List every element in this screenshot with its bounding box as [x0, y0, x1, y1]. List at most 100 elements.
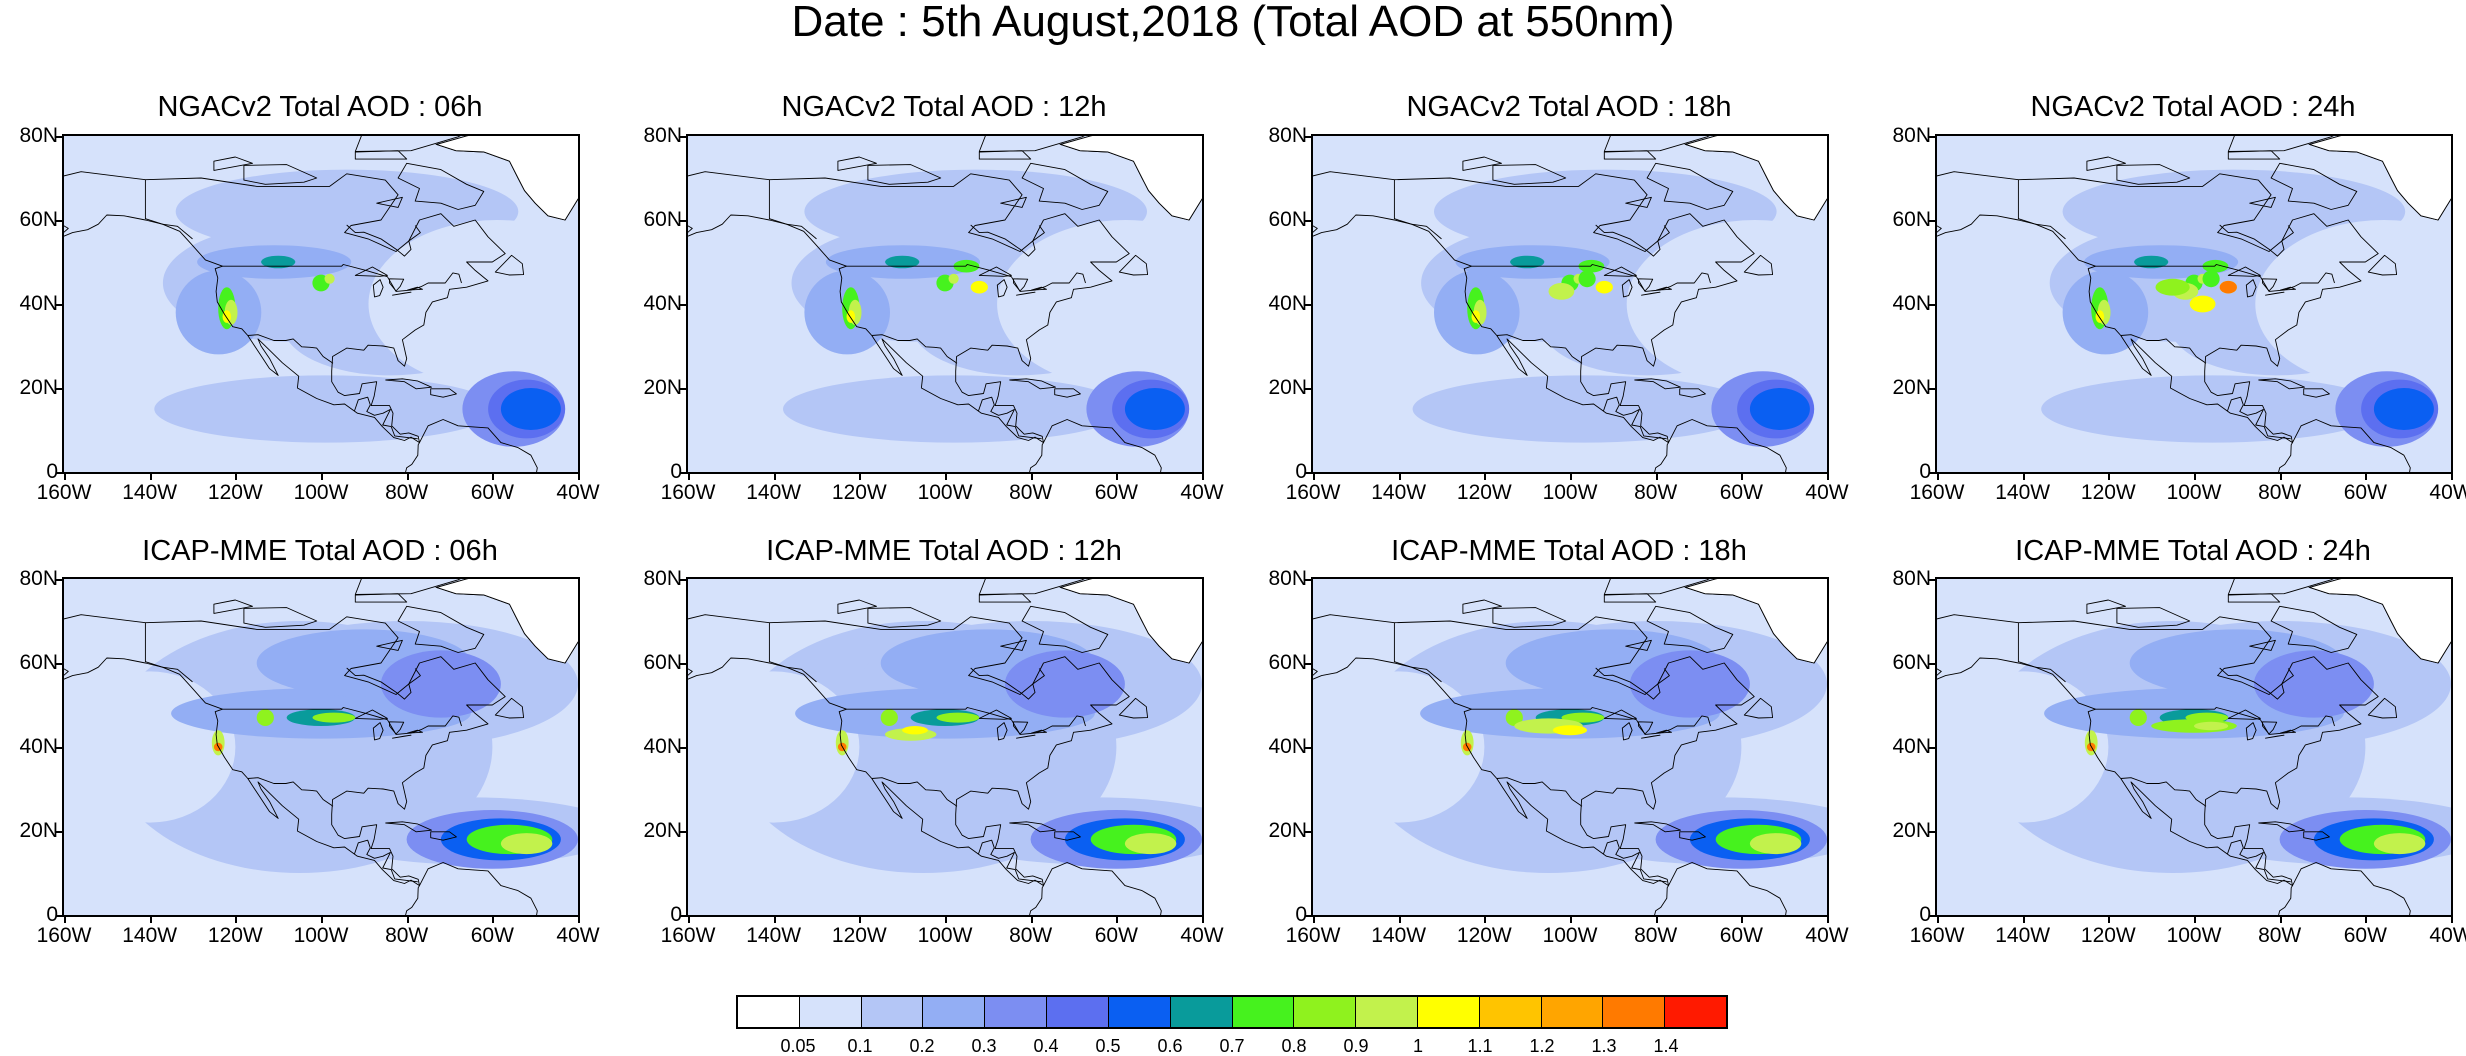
lon-tick-mark: [1827, 917, 1829, 923]
lat-tick-mark: [1929, 747, 1935, 749]
colorbar-segment: [1294, 997, 1357, 1027]
coastline-shape: [2278, 862, 2411, 915]
colorbar-segment: [1417, 997, 1480, 1027]
ngac-aod-cell: [1626, 220, 1827, 388]
lat-tick-label: 60N: [1268, 208, 1307, 231]
border-line: [346, 224, 421, 257]
greenland-land: [1684, 136, 1827, 221]
lat-tick-mark: [680, 304, 686, 306]
lon-tick-mark: [859, 474, 862, 480]
lake-shape: [389, 721, 405, 735]
lake-shape: [2245, 279, 2257, 298]
lon-tick-label: 40W: [1805, 481, 1849, 504]
colorbar-label: 0.7: [1219, 1036, 1245, 1056]
lat-tick-mark: [56, 136, 62, 138]
coastlines: [1937, 579, 2451, 915]
coastline-shape: [1118, 697, 1149, 719]
border-line: [353, 396, 418, 440]
lat-tick-label: 80N: [1268, 567, 1307, 590]
coastline-shape: [2270, 605, 2358, 653]
border-line: [2219, 667, 2294, 700]
ngac-aod-cell: [2219, 280, 2237, 294]
border-line: [871, 334, 958, 364]
coastline-shape: [1654, 862, 1787, 915]
coastline-shape: [1118, 254, 1149, 276]
coastline-shape: [1625, 639, 1652, 651]
coastline-shape: [1054, 388, 1081, 398]
coastline-shape: [1009, 378, 1056, 390]
lake-shape: [2262, 278, 2278, 292]
aod-field: [1937, 136, 2451, 472]
border-line: [1602, 839, 1667, 883]
lake-shape: [2280, 286, 2296, 291]
coastline-shape: [1654, 419, 1787, 472]
lat-tick-label: 80N: [1892, 567, 1931, 590]
greenland-land: [435, 579, 578, 664]
border-line: [1595, 224, 1670, 257]
border-line: [2226, 839, 2291, 883]
lake-shape: [1013, 721, 1029, 735]
lon-tick-label: 40W: [2429, 481, 2466, 504]
coastline-shape: [397, 162, 485, 210]
coastline-shape: [688, 614, 1130, 887]
lon-tick-mark: [64, 474, 66, 480]
lat-tick-mark: [1305, 220, 1311, 222]
border-line: [2219, 224, 2294, 257]
lake-shape: [1641, 291, 1661, 296]
colorbar-label: 1: [1412, 1036, 1423, 1056]
lat-tick-label: 40N: [643, 735, 682, 758]
panel-title: ICAP-MME Total AOD : 06h: [142, 535, 498, 567]
lon-tick-mark: [1202, 917, 1204, 923]
lon-tick-label: 100W: [2166, 481, 2222, 504]
panel-title: ICAP-MME Total AOD : 18h: [1391, 535, 1747, 567]
lake-shape: [996, 279, 1008, 298]
lake-shape: [2265, 291, 2285, 296]
border-line: [1496, 777, 1583, 807]
aod-field: [688, 136, 1202, 472]
coastline-shape: [1634, 821, 1681, 833]
lat-tick-label: 20N: [1892, 376, 1931, 399]
border-line: [2120, 334, 2207, 364]
lon-tick-mark: [1827, 474, 1829, 480]
icap-aod-cell: [2129, 709, 2147, 726]
lon-tick-mark: [1655, 474, 1658, 480]
colorbar-label: 0.9: [1343, 1036, 1369, 1056]
coastline-shape: [2258, 378, 2305, 390]
icap-aod-cell: [2373, 833, 2426, 855]
coastline-shape: [1462, 156, 1502, 171]
lake-shape: [1016, 734, 1036, 739]
ngac-aod-cell: [154, 375, 497, 443]
greenland-land: [2308, 136, 2451, 221]
map-panel: [686, 134, 1204, 474]
lon-tick-label: 140W: [122, 924, 178, 947]
lat-tick-mark: [1929, 136, 1935, 138]
coastline-shape: [354, 579, 461, 595]
lat-tick-mark: [1305, 136, 1311, 138]
aod-field: [1313, 136, 1827, 472]
lon-tick-label: 140W: [1995, 481, 2051, 504]
lon-tick-label: 120W: [1456, 924, 1512, 947]
lat-tick-mark: [680, 220, 686, 222]
lat-tick-label: 40N: [1268, 735, 1307, 758]
border-line: [353, 839, 418, 883]
border-line: [768, 622, 817, 683]
lat-tick-label: 60N: [1268, 651, 1307, 674]
lat-tick-label: 80N: [1892, 124, 1931, 147]
lon-tick-label: 100W: [917, 481, 973, 504]
lake-shape: [372, 279, 384, 298]
lon-tick-label: 100W: [917, 924, 973, 947]
coastline-shape: [430, 388, 457, 398]
lon-tick-label: 100W: [1542, 481, 1598, 504]
border-line: [144, 179, 193, 240]
ngac-aod-cell: [885, 255, 920, 269]
coastline-shape: [2367, 254, 2398, 276]
coastline-shape: [1000, 639, 1027, 651]
lon-tick-label: 60W: [470, 481, 514, 504]
lon-tick-label: 160W: [36, 924, 92, 947]
lat-tick-mark: [680, 831, 686, 833]
map-panel: [1311, 134, 1829, 474]
ngac-aod-cell: [500, 388, 561, 430]
lat-tick-label: 40N: [1268, 292, 1307, 315]
colorbar-segment: [1356, 997, 1418, 1027]
lon-tick-mark: [2365, 917, 2368, 923]
